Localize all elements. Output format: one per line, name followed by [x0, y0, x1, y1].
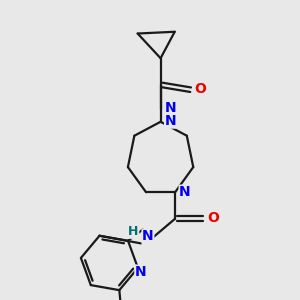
Text: H: H	[128, 225, 139, 238]
Text: N: N	[142, 229, 154, 243]
Text: N: N	[179, 185, 191, 199]
Text: N: N	[165, 101, 176, 115]
Text: O: O	[194, 82, 206, 96]
Text: O: O	[207, 211, 219, 225]
Text: N: N	[135, 265, 146, 279]
Text: N: N	[165, 114, 176, 128]
